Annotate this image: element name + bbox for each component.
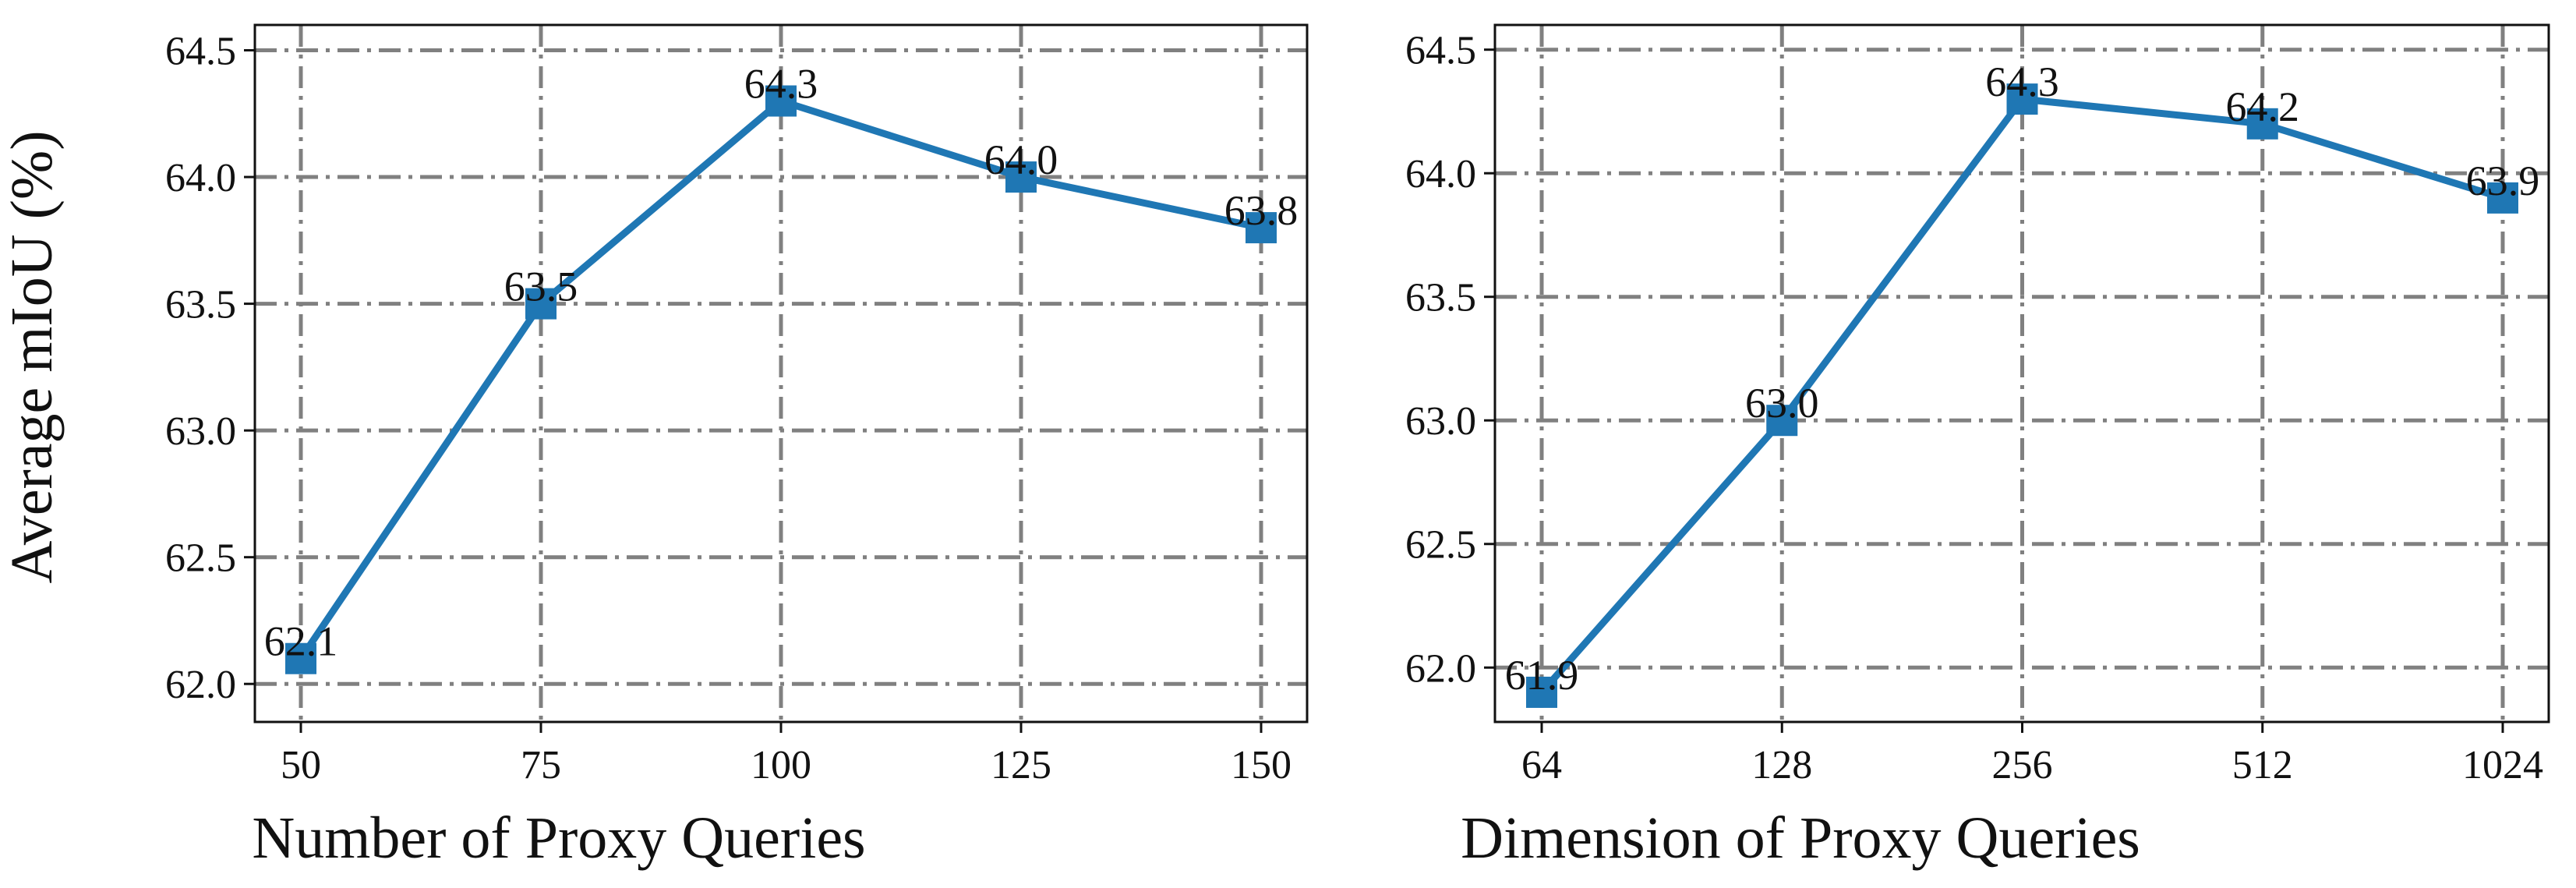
x-axis-title: Number of Proxy Queries bbox=[252, 805, 865, 871]
data-point bbox=[525, 288, 557, 320]
y-tick-label: 64.5 bbox=[1405, 29, 1476, 73]
data-label: 63.8 bbox=[1224, 187, 1299, 234]
data-point bbox=[1526, 676, 1557, 708]
data-label: 63.0 bbox=[1745, 380, 1819, 426]
data-point bbox=[1005, 161, 1037, 193]
data-label: 63.9 bbox=[2466, 157, 2540, 204]
y-tick-label: 62.0 bbox=[165, 663, 236, 707]
x-tick-label: 256 bbox=[1992, 743, 2053, 787]
data-point bbox=[285, 642, 316, 674]
x-tick-label: 150 bbox=[1231, 743, 1292, 787]
data-label: 64.2 bbox=[2226, 83, 2300, 130]
x-tick-label: 128 bbox=[1751, 743, 1812, 787]
y-tick-label: 62.0 bbox=[1405, 646, 1476, 691]
chart-number-of-queries: Number of Proxy Queries 62.0 62.5 63.0 63.5… bbox=[165, 23, 1309, 871]
data-point bbox=[765, 85, 797, 117]
data-label: 63.5 bbox=[504, 264, 578, 310]
x-axis-title: Dimension of Proxy Queries bbox=[1461, 805, 2140, 871]
y-tick-label: 63.0 bbox=[165, 409, 236, 454]
data-point bbox=[2006, 83, 2038, 115]
x-tick-label: 50 bbox=[281, 743, 321, 787]
x-tick-label: 64 bbox=[1521, 743, 1562, 787]
y-tick-label: 64.5 bbox=[165, 30, 236, 74]
y-tick-label: 63.5 bbox=[1405, 276, 1476, 320]
figure-y-axis-title: Average mIoU (%) bbox=[0, 131, 65, 584]
x-tick-label: 100 bbox=[751, 743, 811, 787]
y-tick-label: 64.0 bbox=[1405, 152, 1476, 196]
data-point bbox=[1766, 405, 1798, 437]
data-label: 62.1 bbox=[264, 618, 338, 665]
data-label: 61.9 bbox=[1505, 652, 1579, 699]
data-label: 64.3 bbox=[744, 61, 818, 108]
y-tick-label: 63.5 bbox=[165, 283, 236, 327]
x-tick-label: 75 bbox=[521, 743, 561, 787]
x-tick-label: 125 bbox=[991, 743, 1051, 787]
y-tick-label: 64.0 bbox=[165, 156, 236, 200]
data-point bbox=[2246, 108, 2278, 140]
data-label: 64.3 bbox=[1985, 58, 2059, 105]
series-line bbox=[1538, 95, 2507, 696]
y-tick-label: 62.5 bbox=[1405, 523, 1476, 568]
data-point bbox=[2487, 182, 2518, 214]
data-label: 64.0 bbox=[984, 136, 1058, 183]
chart-dimension-of-queries: Dimension of Proxy Queries 62.0 62.5 63.0 6… bbox=[1405, 23, 2550, 871]
y-tick-label: 63.0 bbox=[1405, 399, 1476, 444]
x-tick-label: 512 bbox=[2232, 743, 2293, 787]
x-tick-label: 1024 bbox=[2462, 743, 2543, 787]
y-tick-label: 62.5 bbox=[165, 536, 236, 581]
data-point bbox=[1246, 212, 1277, 244]
